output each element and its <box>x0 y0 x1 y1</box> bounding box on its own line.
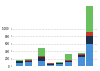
Bar <box>16 61 23 63</box>
Bar <box>86 36 94 44</box>
Bar <box>38 56 45 57</box>
Bar <box>56 63 63 64</box>
Bar <box>86 6 94 32</box>
Bar <box>56 62 63 63</box>
Bar <box>65 62 72 66</box>
Bar <box>65 60 72 61</box>
Bar <box>65 61 72 62</box>
Bar <box>86 32 94 36</box>
Bar <box>47 63 54 64</box>
Bar <box>16 60 23 61</box>
Bar <box>25 60 32 61</box>
Bar <box>47 64 54 65</box>
Bar <box>38 57 45 61</box>
Bar <box>78 53 85 54</box>
Bar <box>78 54 85 55</box>
Bar <box>47 65 54 66</box>
Bar <box>16 63 23 66</box>
Bar <box>65 54 72 60</box>
Bar <box>38 48 45 56</box>
Bar <box>78 55 85 57</box>
Bar <box>25 59 32 60</box>
Bar <box>86 44 94 66</box>
Bar <box>25 61 32 62</box>
Bar <box>38 61 45 66</box>
Bar <box>56 64 63 66</box>
Bar <box>78 57 85 66</box>
Bar <box>25 62 32 66</box>
